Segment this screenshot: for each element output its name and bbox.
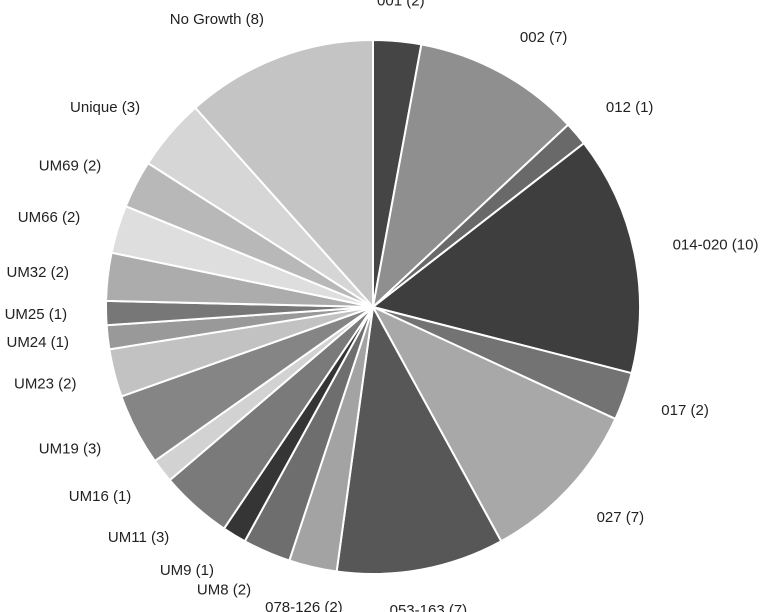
slice-label-053-163: 053-163 (7) [390,602,468,612]
slice-labels: 001 (2) 002 (7) 012 (1) 014-020 (10) 017 (2)… [5,0,759,612]
slice-label-027: 027 (7) [597,509,645,526]
slice-label-002: 002 (7) [520,29,568,46]
slice-label-012: 012 (1) [606,99,654,116]
slice-label-um19: UM19 (3) [39,441,102,458]
slice-label-um66: UM66 (2) [18,209,81,226]
pie-rim [105,39,641,575]
slice-label-no-growth: No Growth (8) [170,11,264,28]
slice-label-014-020: 014-020 (10) [673,236,759,253]
slice-label-078-126: 078-126 (2) [265,599,343,612]
slice-label-017: 017 (2) [661,402,709,419]
pie-slices [105,39,641,575]
slice-label-unique: Unique (3) [70,99,140,116]
slice-label-um9: UM9 (1) [160,562,214,579]
slice-label-um32: UM32 (2) [6,264,69,281]
slice-label-um69: UM69 (2) [39,157,102,174]
slice-label-001: 001 (2) [377,0,425,9]
slice-label-um24: UM24 (1) [6,334,69,351]
slice-label-um8: UM8 (2) [197,582,251,599]
slice-label-um25: UM25 (1) [5,306,68,323]
slice-label-um23: UM23 (2) [14,375,77,392]
slice-label-um11: UM11 (3) [108,529,169,546]
slice-label-um16: UM16 (1) [69,488,132,505]
